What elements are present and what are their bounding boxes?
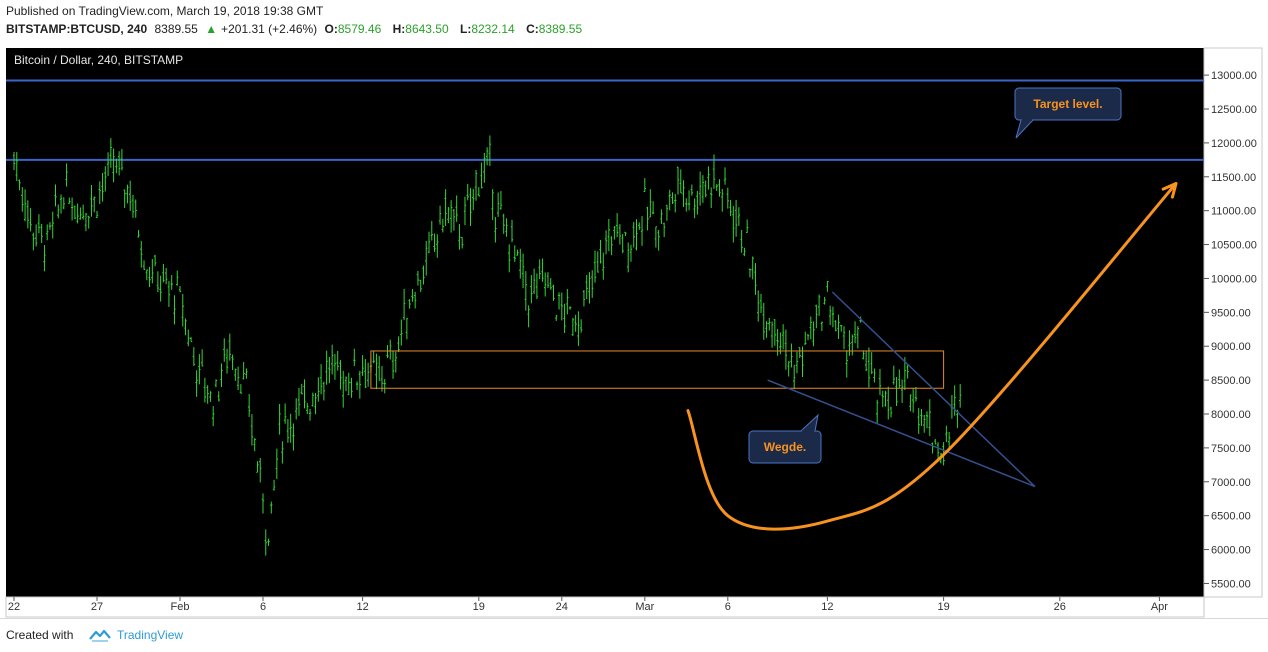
footer: Created with TradingView: [0, 618, 1268, 652]
wedge-callout-text: Wegde.: [764, 440, 806, 454]
open-value: 8579.46: [337, 22, 382, 36]
support-zone-box[interactable]: [370, 350, 945, 389]
y-tick-label: 8000.00: [1211, 409, 1251, 421]
y-tick-label: 10000.00: [1211, 273, 1257, 285]
close-value: 8389.55: [538, 22, 583, 36]
target-level-callout-tail: [1015, 119, 1034, 139]
x-tick-label: 12: [356, 601, 368, 613]
chart-frame[interactable]: 13000.00 12500.00 12000.00 11500.00 11000.00…: [0, 42, 1268, 618]
support-zone[interactable]: [370, 350, 945, 389]
price-axis[interactable]: [1203, 47, 1263, 598]
target-level-callout-text: Target level.: [1033, 97, 1102, 111]
y-tick-label: 10500.00: [1211, 240, 1257, 252]
tradingview-link[interactable]: TradingView: [117, 628, 184, 642]
price-chart[interactable]: 13000.00 12500.00 12000.00 11500.00 11000.00…: [0, 42, 1268, 618]
y-tick-label: 9000.00: [1211, 341, 1251, 353]
y-tick-label: 12500.00: [1211, 104, 1257, 116]
y-tick-label: 11000.00: [1211, 206, 1256, 218]
y-tick-label: 8500.00: [1211, 375, 1251, 387]
symbol-label: BITSTAMP:BTCUSD, 240: [6, 22, 148, 36]
y-axis-ticks: 13000.00 12500.00 12000.00 11500.00 11000.00…: [1204, 70, 1257, 590]
plot-background: [6, 48, 1204, 597]
x-tick-label: 26: [1054, 601, 1066, 613]
chart-title: Bitcoin / Dollar, 240, BITSTAMP: [14, 53, 183, 67]
x-tick-label: 12: [821, 601, 833, 613]
x-tick-label: Mar: [635, 601, 654, 613]
wedge-lines[interactable]: [767, 291, 1036, 488]
time-axis[interactable]: [5, 596, 1205, 618]
x-tick-label: 22: [8, 601, 20, 613]
close-label: C:: [526, 22, 539, 36]
high-label: H:: [392, 22, 406, 36]
wedge-lower-line[interactable]: [767, 379, 1036, 488]
wedge-upper-line[interactable]: [831, 291, 1036, 488]
y-tick-label: 12000.00: [1211, 138, 1257, 150]
x-tick-label: 24: [556, 601, 568, 613]
published-info: Published on TradingView.com, March 19, …: [6, 4, 324, 18]
high-value: 8643.50: [405, 22, 449, 36]
projection-arc-path[interactable]: [686, 182, 1178, 531]
chart-header: Published on TradingView.com, March 19, …: [0, 0, 1268, 42]
x-tick-label: 19: [937, 601, 949, 613]
change-arrow-icon: ▲: [205, 22, 218, 36]
wedge-callout-tail: [800, 413, 819, 432]
quote-line: BITSTAMP:BTCUSD, 240 8389.55 ▲ +201.31 (+…: [6, 22, 590, 36]
y-tick-label: 7000.00: [1211, 477, 1251, 489]
created-with-label: Created with: [6, 628, 74, 642]
x-tick-label: 6: [725, 601, 731, 613]
y-tick-label: 11500.00: [1211, 172, 1256, 184]
wedge-callout[interactable]: Wegde.: [748, 413, 822, 464]
target-level-callout-box[interactable]: [1014, 87, 1122, 121]
y-tick-label: 6000.00: [1211, 545, 1251, 557]
x-tick-label: Apr: [1151, 601, 1168, 613]
projection-arc[interactable]: [686, 182, 1178, 531]
x-tick-label: 19: [473, 601, 485, 613]
horizontal-levels[interactable]: [6, 79, 1204, 161]
x-tick-label: 6: [260, 601, 266, 613]
low-value: 8232.14: [471, 22, 515, 36]
candlestick-series: [12, 135, 962, 556]
x-tick-label: 27: [91, 601, 103, 613]
x-tick-label: Feb: [171, 601, 190, 613]
last-price: 8389.55: [154, 22, 198, 36]
y-tick-label: 9500.00: [1211, 307, 1251, 319]
price-change: +201.31 (+2.46%): [221, 22, 318, 36]
tradingview-cloud-icon: [89, 629, 111, 642]
y-tick-label: 7500.00: [1211, 443, 1251, 455]
x-axis-ticks: 22 27 Feb 6 12 19 24 Mar 6 12 19 26 Apr: [8, 597, 1168, 613]
y-tick-label: 6500.00: [1211, 511, 1251, 523]
low-label: L:: [460, 22, 472, 36]
open-label: O:: [324, 22, 338, 36]
wedge-callout-box[interactable]: [748, 430, 822, 464]
target-level-callout[interactable]: Target level.: [1014, 87, 1122, 139]
callouts[interactable]: Target level. Wegde.: [748, 87, 1122, 464]
y-tick-label: 5500.00: [1211, 578, 1251, 590]
y-tick-label: 13000.00: [1211, 70, 1257, 82]
projection-arrowhead[interactable]: [1161, 182, 1178, 199]
